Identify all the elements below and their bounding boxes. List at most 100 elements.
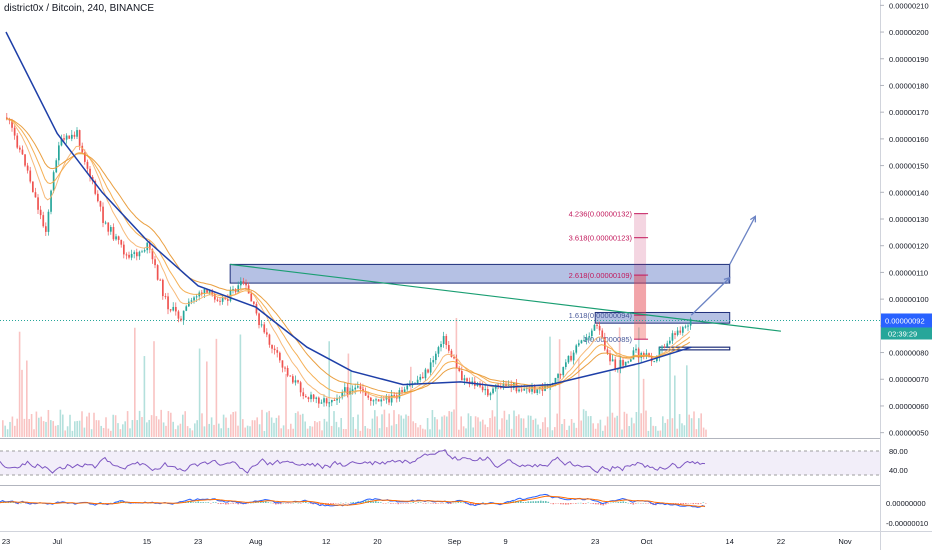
volume-bar [225,417,227,437]
candle-body [112,227,115,240]
macd-histogram-bar [682,503,685,505]
macd-histogram-bar [542,500,545,503]
macd-histogram-bar [560,503,562,505]
candle-body [505,383,507,387]
macd-histogram-bar [225,503,227,505]
candle-body [632,350,635,360]
candle-body [76,130,78,137]
candle-body [58,145,60,161]
fib-label: 3.618(0.00000123) [569,234,633,243]
fib-label: 4.236(0.00000132) [569,210,633,219]
macd-histogram-bar [407,503,410,504]
macd-histogram-bar [20,502,22,504]
volume-bar [215,338,218,437]
price-tick-label: 0.00000120 [889,242,929,251]
macd-histogram-bar [12,502,15,503]
volume-bar [366,428,369,437]
macd-histogram-bar [470,503,472,506]
candle-body [682,327,684,333]
volume-bar [659,430,662,437]
volume-bar [563,419,566,437]
candle-body [255,303,258,314]
macd-histogram-bar [5,502,7,504]
volume-bar [28,418,30,437]
volume-bar [378,428,381,437]
candle-body [216,299,219,301]
volume-bar [422,428,424,437]
macd-histogram-bar [265,501,267,503]
candle-body [520,389,523,391]
macd-histogram-bar [445,502,447,504]
volume-bar [491,410,494,437]
macd-histogram-bar [127,502,130,504]
candle-body [312,394,315,399]
candle-body [102,206,104,223]
volume-bar [33,429,35,437]
candle-body [188,301,190,307]
candle-body [24,154,26,166]
volume-bar [611,412,614,437]
macd-histogram-bar [402,503,405,504]
volume-bar [218,423,220,437]
candle-body [645,353,648,357]
candle-body [658,348,661,358]
macd-histogram-bar [702,502,705,503]
volume-bar [604,425,606,437]
macd-histogram-bar [200,502,202,503]
macd-histogram-bar [447,503,450,505]
candle-body [63,138,65,140]
macd-histogram-bar [317,503,320,505]
volume-bar [594,428,597,437]
volume-bar [407,415,410,437]
candle-body [669,340,671,344]
volume-bar [638,327,640,437]
macd-histogram-bar [645,503,647,504]
candle-body [643,353,645,357]
volume-bar [530,415,532,437]
macd-histogram-bar [25,503,27,504]
macd-histogram-bar [580,502,582,504]
fib-zone [634,213,647,316]
candle-body [437,347,440,354]
macd-histogram-bar [267,502,270,503]
macd-histogram-bar [295,502,297,503]
volume-bar [150,415,153,437]
volume-bar [333,411,335,437]
volume-bar [282,425,285,437]
volume-bar [311,426,314,437]
volume-bar [580,420,582,437]
volume-bar [50,420,52,437]
volume-bar [477,417,479,437]
candle-body [175,306,177,312]
volume-bar [98,420,100,437]
time-tick-label: 15 [143,537,151,546]
candle-body [572,352,575,361]
macd-histogram-bar [625,502,627,503]
macd-histogram-bar [485,503,487,504]
volume-bar [138,410,141,437]
macd-histogram-bar [355,502,357,503]
volume-bar [575,427,578,437]
volume-bar [350,371,352,437]
macd-histogram-bar [417,502,420,503]
candle-body [432,360,435,363]
volume-bar [503,410,506,437]
rsi-band [0,451,880,475]
volume-bar [618,327,621,437]
candle-body [614,359,617,370]
macd-histogram-bar [210,503,212,504]
price-tick-label: 0.00000200 [889,28,929,37]
candle-body [146,242,149,251]
volume-bar [112,414,114,437]
volume-bar [700,413,702,437]
macd-histogram-bar [565,503,567,505]
countdown-label: 02:39:29 [888,329,917,338]
volume-bar [78,420,81,437]
volume-bar [398,414,400,437]
candle-body [138,251,141,257]
volume-bar [633,423,635,437]
volume-bar [578,358,580,437]
candle-body [674,333,676,335]
